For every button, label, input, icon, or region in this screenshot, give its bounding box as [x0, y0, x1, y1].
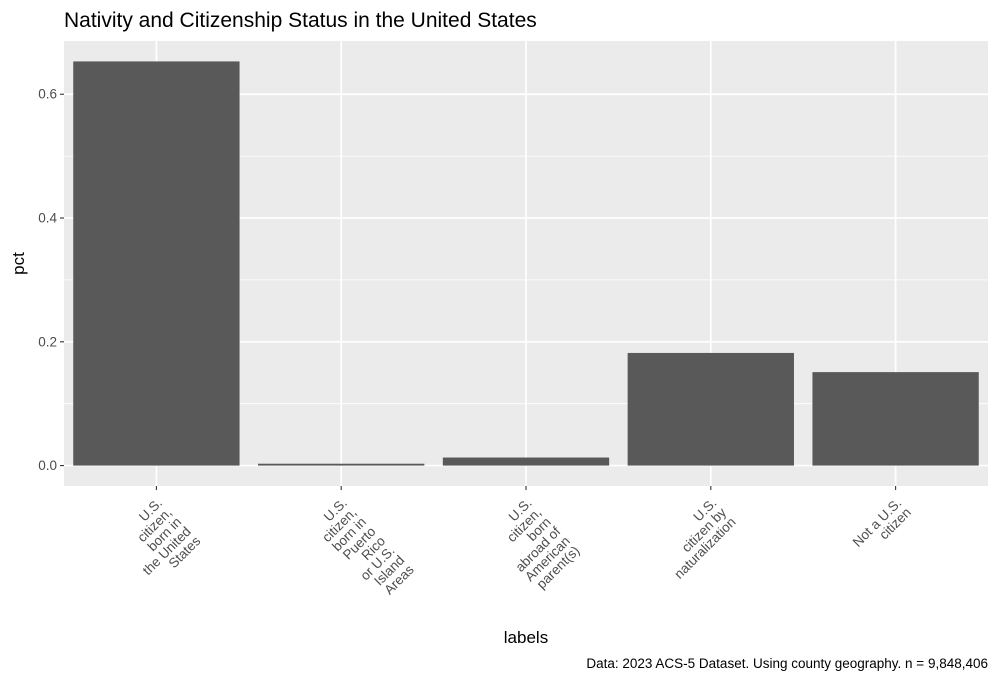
y-tick-label: 0.4: [38, 211, 57, 226]
y-tick-label: 0.2: [38, 334, 57, 349]
bar: [442, 457, 610, 466]
y-tick-label: 0.6: [38, 87, 57, 102]
bar: [812, 372, 979, 466]
chart-title: Nativity and Citizenship Status in the U…: [64, 9, 537, 32]
bar: [73, 61, 240, 466]
bar: [258, 463, 425, 466]
x-tick-label: U.S.citizen,bornabroad ofAmericanparent(…: [484, 495, 583, 594]
x-tick-label: U.S.citizen,born inthe UnitedStates: [111, 495, 203, 587]
x-tick-label-text: U.S.citizen,bornabroad ofAmericanparent(…: [484, 495, 583, 594]
x-axis-title: labels: [504, 628, 548, 647]
x-tick-label: U.S.citizen,born inPuertoRicoor U.S.Isla…: [310, 495, 417, 602]
x-tick-label: Not a U.S.citizen: [850, 495, 914, 559]
bar: [627, 352, 794, 466]
x-tick-label-text: U.S.citizen,born inthe UnitedStates: [111, 495, 203, 587]
data-caption: Data: 2023 ACS-5 Dataset. Using county g…: [586, 656, 988, 671]
y-axis-title: pct: [9, 252, 28, 275]
y-tick-label: 0.0: [38, 458, 57, 473]
x-tick-label-text: Not a U.S.citizen: [850, 495, 914, 559]
x-axis: U.S.citizen,born inthe UnitedStates U.S.c…: [111, 486, 914, 602]
x-tick-label: U.S.citizen bynaturalization: [652, 495, 739, 582]
bars: [73, 61, 979, 466]
x-tick-label-text: U.S.citizen,born inPuertoRicoor U.S.Isla…: [310, 495, 417, 602]
y-axis: 0.0 0.2 0.4 0.6: [38, 87, 64, 473]
x-tick-label-text: U.S.citizen bynaturalization: [652, 495, 739, 582]
